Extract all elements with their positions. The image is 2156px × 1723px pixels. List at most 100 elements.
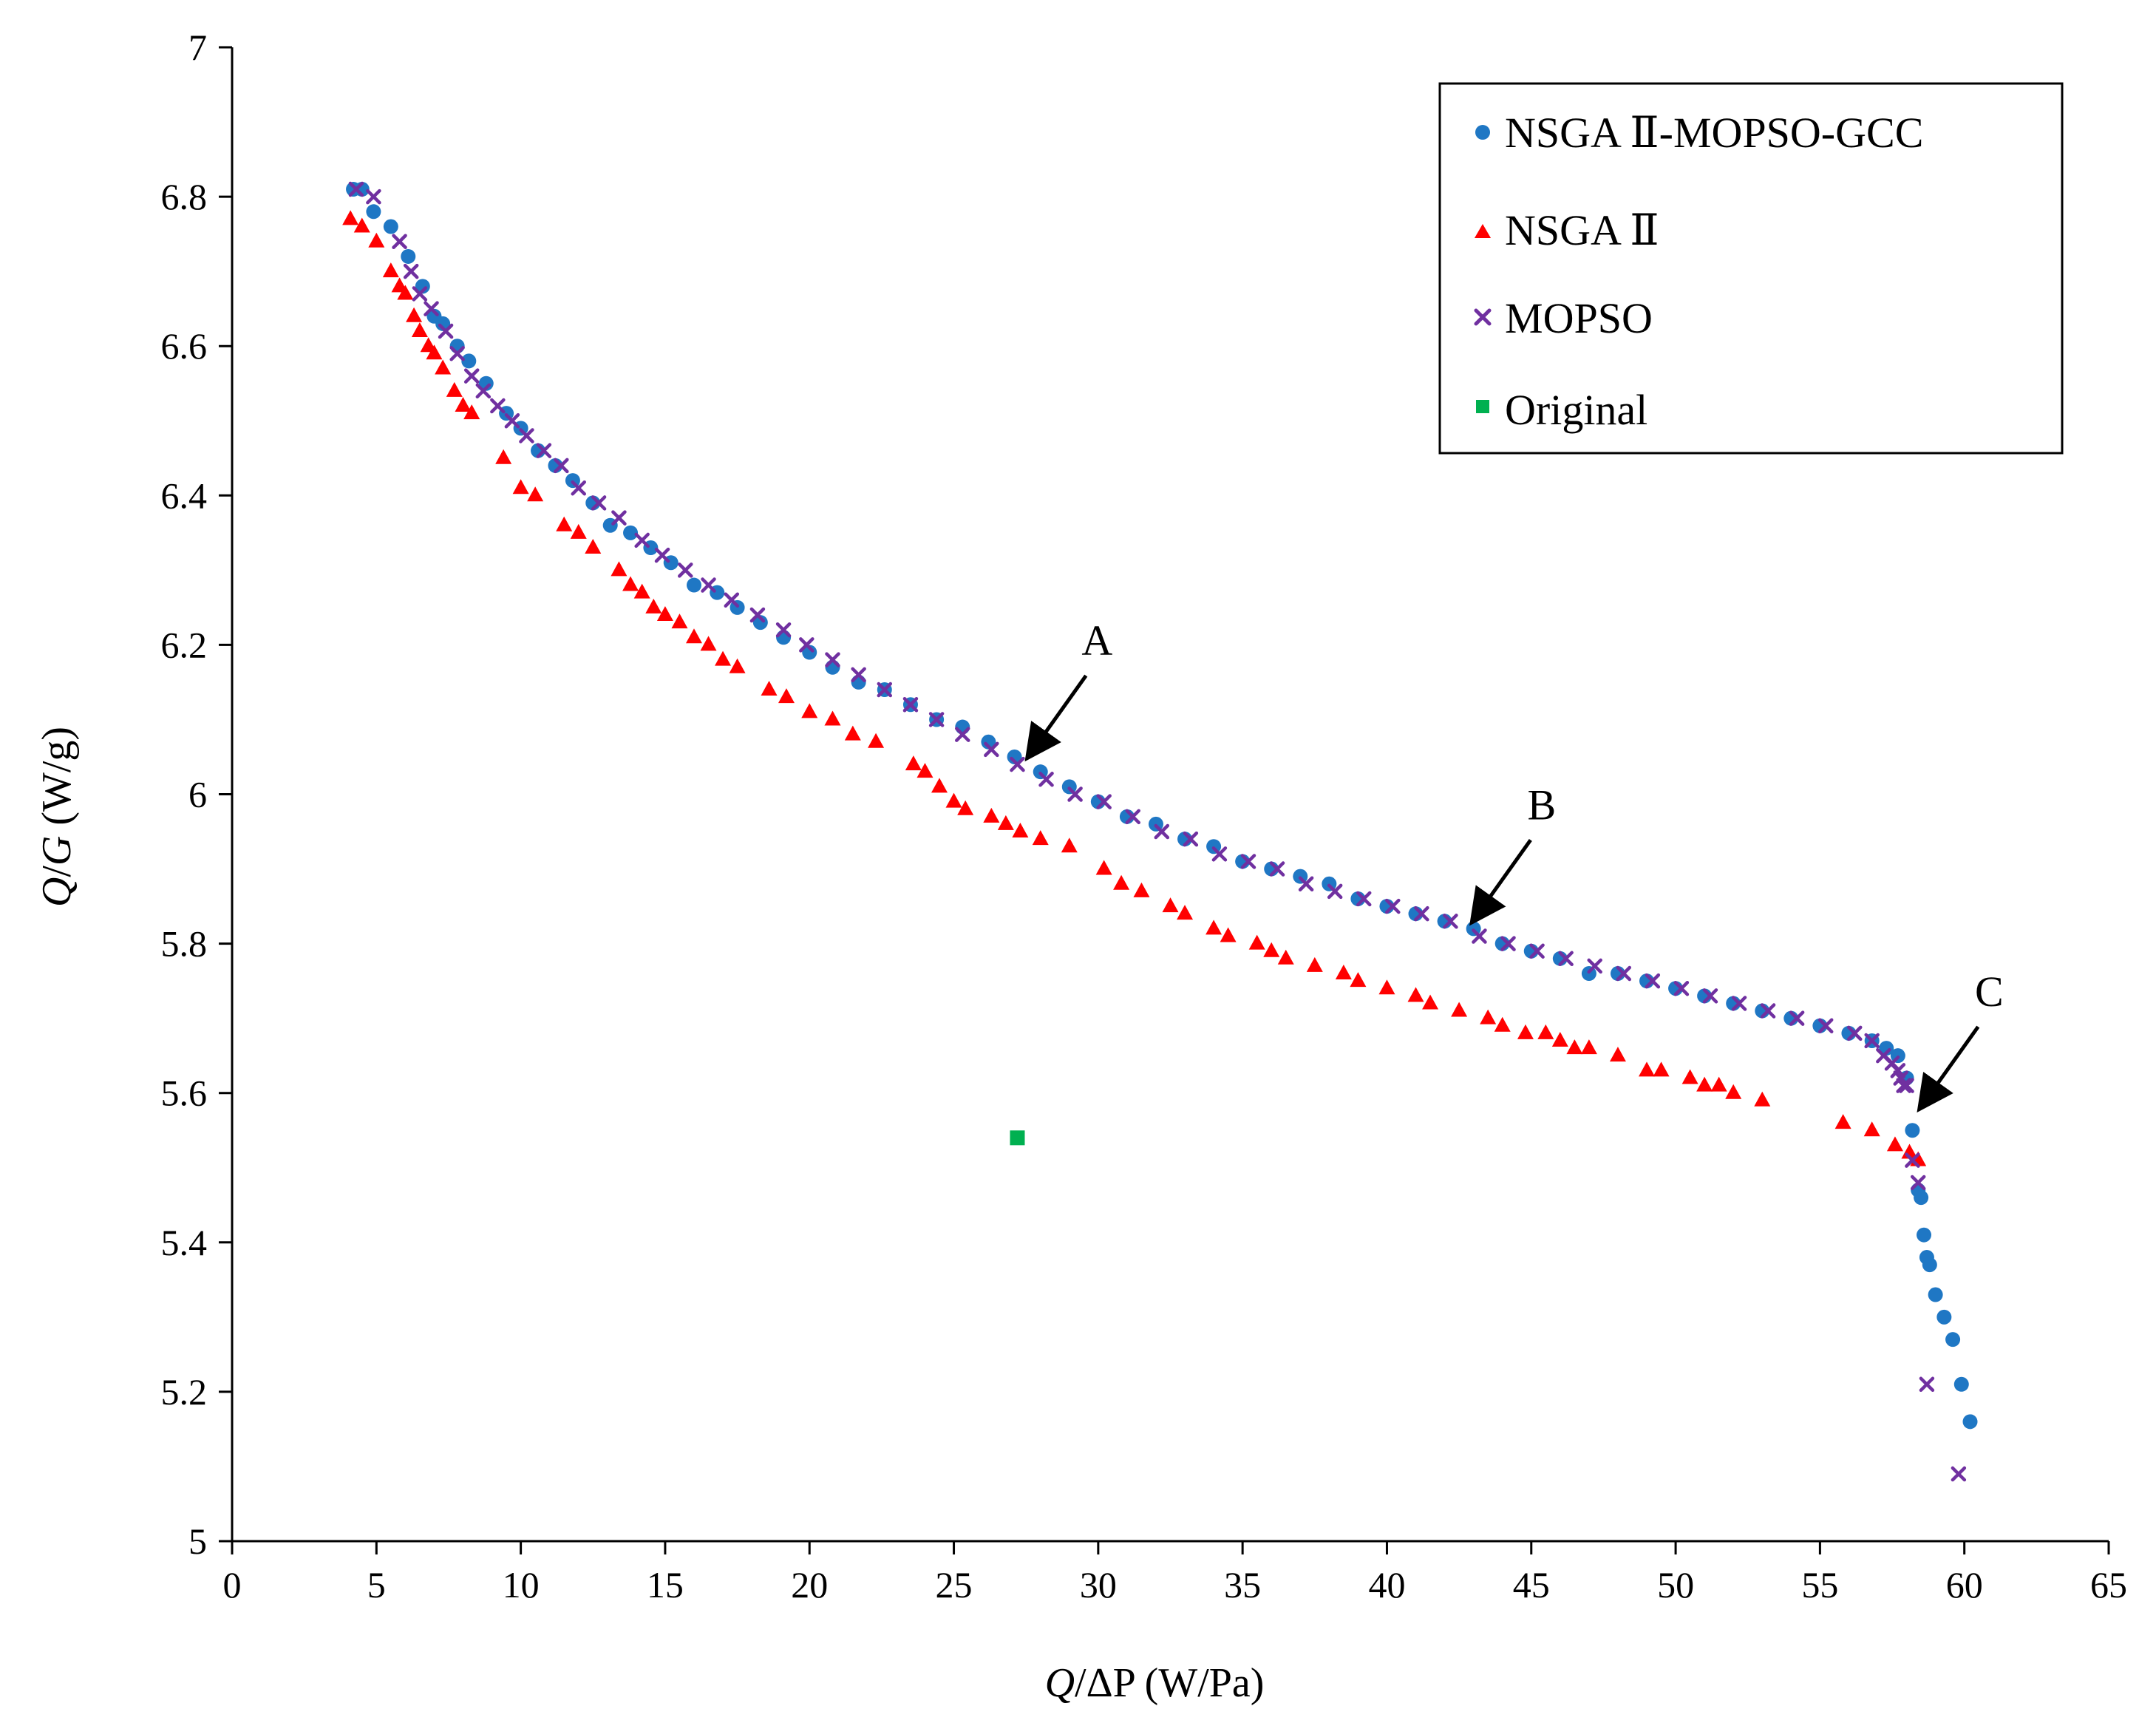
data-point-mopso [1896, 1078, 1911, 1093]
annotation-arrow-c [1917, 1025, 1980, 1113]
data-point-nsga2 [1834, 1114, 1851, 1129]
data-point-mopso [775, 622, 792, 638]
legend-label-nsga2-mopso-gcc: NSGA Ⅱ-MOPSO-GCC [1505, 109, 1923, 157]
data-point-gcc [401, 248, 416, 264]
data-point-nsga2 [1306, 956, 1323, 972]
data-point-mopso [1443, 914, 1458, 929]
data-point-nsga2 [1639, 1061, 1656, 1077]
y-axis-title: Q/G (W/g) [34, 727, 80, 907]
data-point-mopso [1356, 891, 1372, 907]
data-point-mopso [554, 458, 569, 474]
data-point-nsga2 [1422, 994, 1439, 1010]
data-point-nsga2 [824, 710, 841, 726]
data-point-mopso [504, 413, 520, 429]
data-point-nsga2 [1350, 972, 1367, 988]
data-point-mopso [851, 667, 866, 683]
data-point-mopso [955, 727, 970, 742]
data-point-mopso [1240, 854, 1256, 869]
data-point-mopso [877, 682, 893, 698]
x-tick-label: 20 [791, 1564, 828, 1605]
data-point-nsga2 [1494, 1016, 1511, 1032]
data-point-nsga2 [1551, 1031, 1568, 1047]
data-point-gcc [366, 204, 381, 220]
data-point-nsga2 [844, 725, 861, 741]
data-point-gcc [981, 734, 996, 750]
annotations: A B C [1024, 616, 2004, 1113]
data-point-mopso [1385, 898, 1401, 914]
data-point-gcc [435, 316, 451, 331]
x-tick-label: 35 [1224, 1564, 1261, 1605]
y-tick-label: 6.8 [161, 176, 208, 217]
data-point-nsga2 [342, 210, 359, 225]
data-point-nsga2 [406, 307, 423, 322]
legend-marker-nsga2 [1475, 224, 1491, 238]
annotation-arrow-a [1024, 674, 1088, 762]
data-point-mopso [1899, 1078, 1914, 1093]
data-point-mopso [392, 234, 407, 249]
data-point-mopso [1096, 794, 1112, 809]
annotation-label-c: C [1975, 968, 2004, 1016]
data-point-mopso [1154, 823, 1170, 840]
data-point-nsga2 [1378, 979, 1395, 995]
y-tick-label: 6 [188, 774, 207, 815]
data-point-nsga2 [917, 763, 934, 778]
annotation-label-a: A [1081, 616, 1112, 665]
data-point-mopso [1864, 1033, 1880, 1049]
x-tick-label: 10 [503, 1564, 540, 1605]
data-point-gcc [1945, 1332, 1961, 1348]
data-point-nsga2 [556, 516, 573, 531]
data-point-mopso [1298, 876, 1314, 892]
data-point-gcc [1936, 1309, 1952, 1325]
data-point-nsga2 [671, 614, 688, 629]
legend-box [1438, 82, 2064, 455]
data-point-mopso [1910, 1175, 1926, 1191]
legend-marker-nsga2-mopso-gcc [1475, 125, 1490, 140]
data-point-mopso [1919, 1376, 1935, 1393]
data-point-nsga2 [435, 359, 452, 375]
data-point-gcc [1953, 1376, 1969, 1392]
data-point-nsga2 [905, 755, 922, 771]
data-point-mopso [902, 696, 919, 713]
data-point-mopso [475, 383, 492, 399]
data-point-mopso [1558, 951, 1574, 967]
data-point-gcc [623, 525, 639, 540]
data-point-mopso [1817, 1018, 1834, 1034]
data-point-nsga2 [1407, 987, 1424, 1002]
data-point-nsga2 [656, 605, 673, 621]
data-point-nsga2 [1162, 897, 1179, 913]
series-triangle [342, 210, 1927, 1166]
legend: NSGA Ⅱ-MOPSO-GCC NSGA Ⅱ MOPSO Original [1438, 82, 2064, 455]
x-tick-label: 0 [223, 1564, 242, 1605]
data-point-nsga2 [1277, 949, 1294, 965]
data-point-mopso [1890, 1063, 1906, 1078]
data-point-nsga2 [1653, 1061, 1670, 1077]
data-point-nsga2 [527, 486, 544, 502]
data-point-mopso [519, 428, 534, 444]
x-tick-label: 65 [2090, 1564, 2127, 1605]
data-point-mopso [611, 510, 627, 526]
data-point-nsga2 [512, 479, 529, 495]
data-point-nsga2 [611, 561, 628, 577]
data-point-mopso [799, 637, 815, 653]
data-point-nsga2 [1205, 920, 1222, 935]
x-tick-label: 15 [647, 1564, 684, 1605]
data-point-nsga2 [1696, 1076, 1713, 1092]
data-point-mopso [1211, 846, 1228, 862]
data-point-nsga2 [1566, 1039, 1583, 1055]
data-point-nsga2 [353, 217, 370, 233]
data-point-nsga2 [1220, 927, 1237, 942]
data-point-mopso [571, 480, 586, 496]
data-point-mopso [403, 263, 419, 279]
data-point-nsga2 [1133, 882, 1150, 897]
data-point-mopso [424, 301, 439, 316]
x-tick-label: 40 [1368, 1564, 1405, 1605]
data-point-mopso [1702, 988, 1718, 1004]
data-point-nsga2 [729, 658, 746, 673]
y-tick-label: 6.2 [161, 624, 208, 665]
legend-label-mopso: MOPSO [1505, 294, 1653, 342]
data-point-nsga2 [997, 815, 1014, 830]
data-point-nsga2 [585, 539, 602, 554]
data-point-gcc [1007, 749, 1022, 764]
data-point-original [1010, 1130, 1025, 1146]
data-point-nsga2 [1863, 1121, 1880, 1137]
